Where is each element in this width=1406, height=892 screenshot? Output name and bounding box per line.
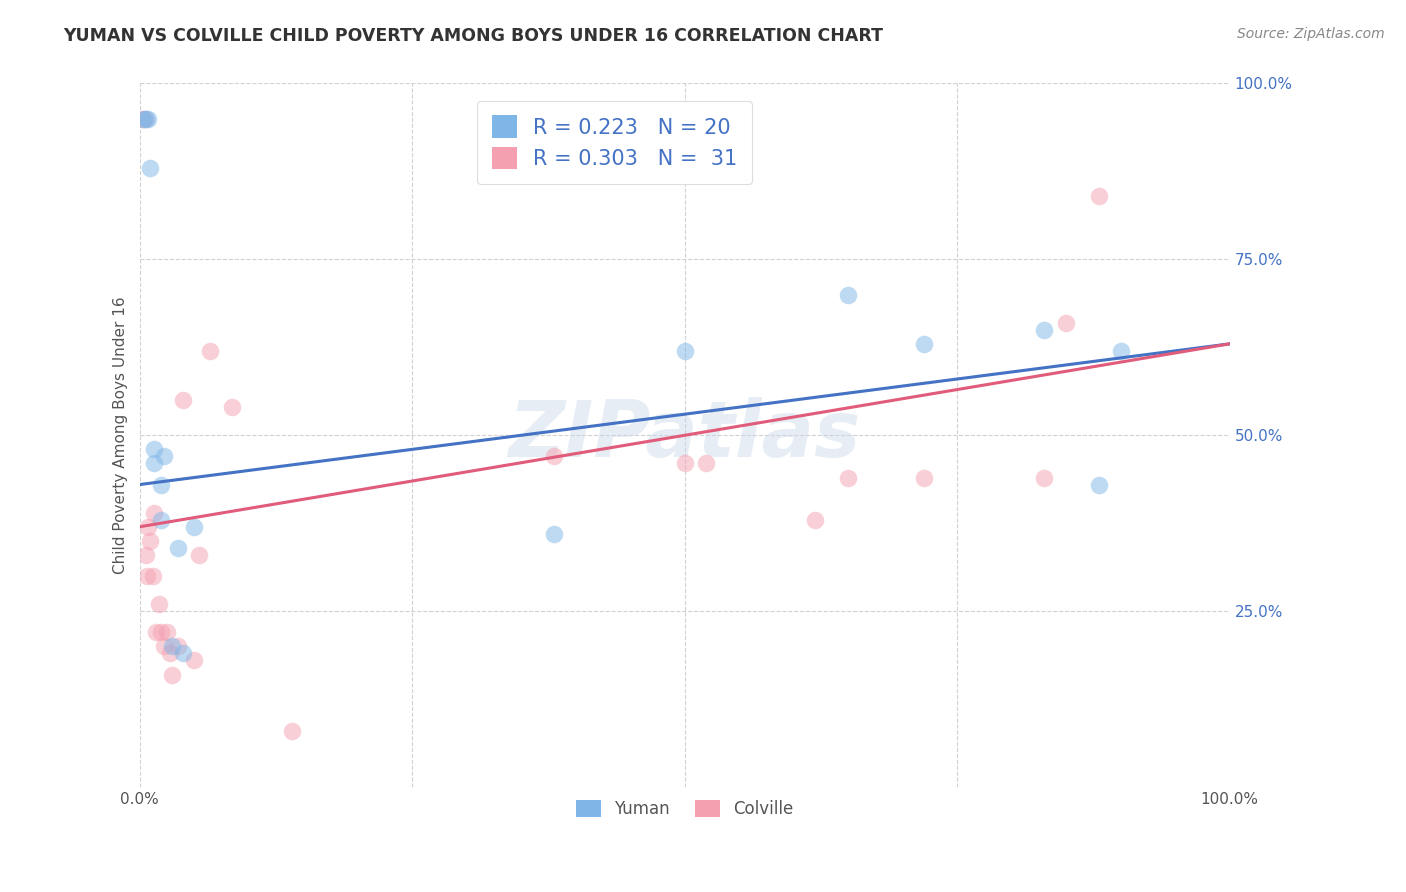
Point	[136, 569, 159, 583]
Point	[188, 548, 211, 562]
Point	[914, 336, 936, 351]
Point	[134, 112, 156, 126]
Point	[837, 470, 859, 484]
Point	[914, 470, 936, 484]
Point	[139, 533, 162, 548]
Text: YUMAN VS COLVILLE CHILD POVERTY AMONG BOYS UNDER 16 CORRELATION CHART: YUMAN VS COLVILLE CHILD POVERTY AMONG BO…	[63, 27, 883, 45]
Point	[172, 647, 194, 661]
Point	[150, 513, 173, 527]
Point	[132, 112, 155, 126]
Point	[673, 343, 696, 358]
Point	[673, 457, 696, 471]
Point	[166, 541, 188, 555]
Point	[183, 520, 205, 534]
Point	[1033, 470, 1056, 484]
Point	[543, 526, 565, 541]
Point	[162, 640, 184, 654]
Point	[142, 569, 165, 583]
Legend: Yuman, Colville: Yuman, Colville	[569, 793, 800, 824]
Point	[142, 457, 165, 471]
Point	[136, 112, 159, 126]
Point	[132, 112, 155, 126]
Point	[1109, 343, 1132, 358]
Point	[148, 597, 170, 611]
Point	[152, 450, 174, 464]
Point	[150, 477, 173, 491]
Point	[1088, 477, 1111, 491]
Text: ZIPatlas: ZIPatlas	[509, 397, 860, 474]
Point	[1054, 316, 1077, 330]
Point	[142, 506, 165, 520]
Point	[543, 450, 565, 464]
Point	[135, 548, 157, 562]
Point	[200, 343, 222, 358]
Point	[156, 625, 179, 640]
Y-axis label: Child Poverty Among Boys Under 16: Child Poverty Among Boys Under 16	[114, 296, 128, 574]
Point	[142, 442, 165, 457]
Point	[695, 457, 717, 471]
Point	[139, 161, 162, 175]
Point	[281, 723, 304, 738]
Point	[159, 647, 181, 661]
Point	[1088, 189, 1111, 203]
Point	[145, 625, 167, 640]
Point	[150, 625, 173, 640]
Point	[837, 287, 859, 301]
Text: Source: ZipAtlas.com: Source: ZipAtlas.com	[1237, 27, 1385, 41]
Point	[172, 393, 194, 408]
Point	[804, 513, 827, 527]
Point	[1033, 323, 1056, 337]
Point	[166, 640, 188, 654]
Point	[136, 520, 159, 534]
Point	[183, 653, 205, 667]
Point	[162, 667, 184, 681]
Point	[221, 400, 243, 414]
Point	[152, 640, 174, 654]
Point	[135, 112, 157, 126]
